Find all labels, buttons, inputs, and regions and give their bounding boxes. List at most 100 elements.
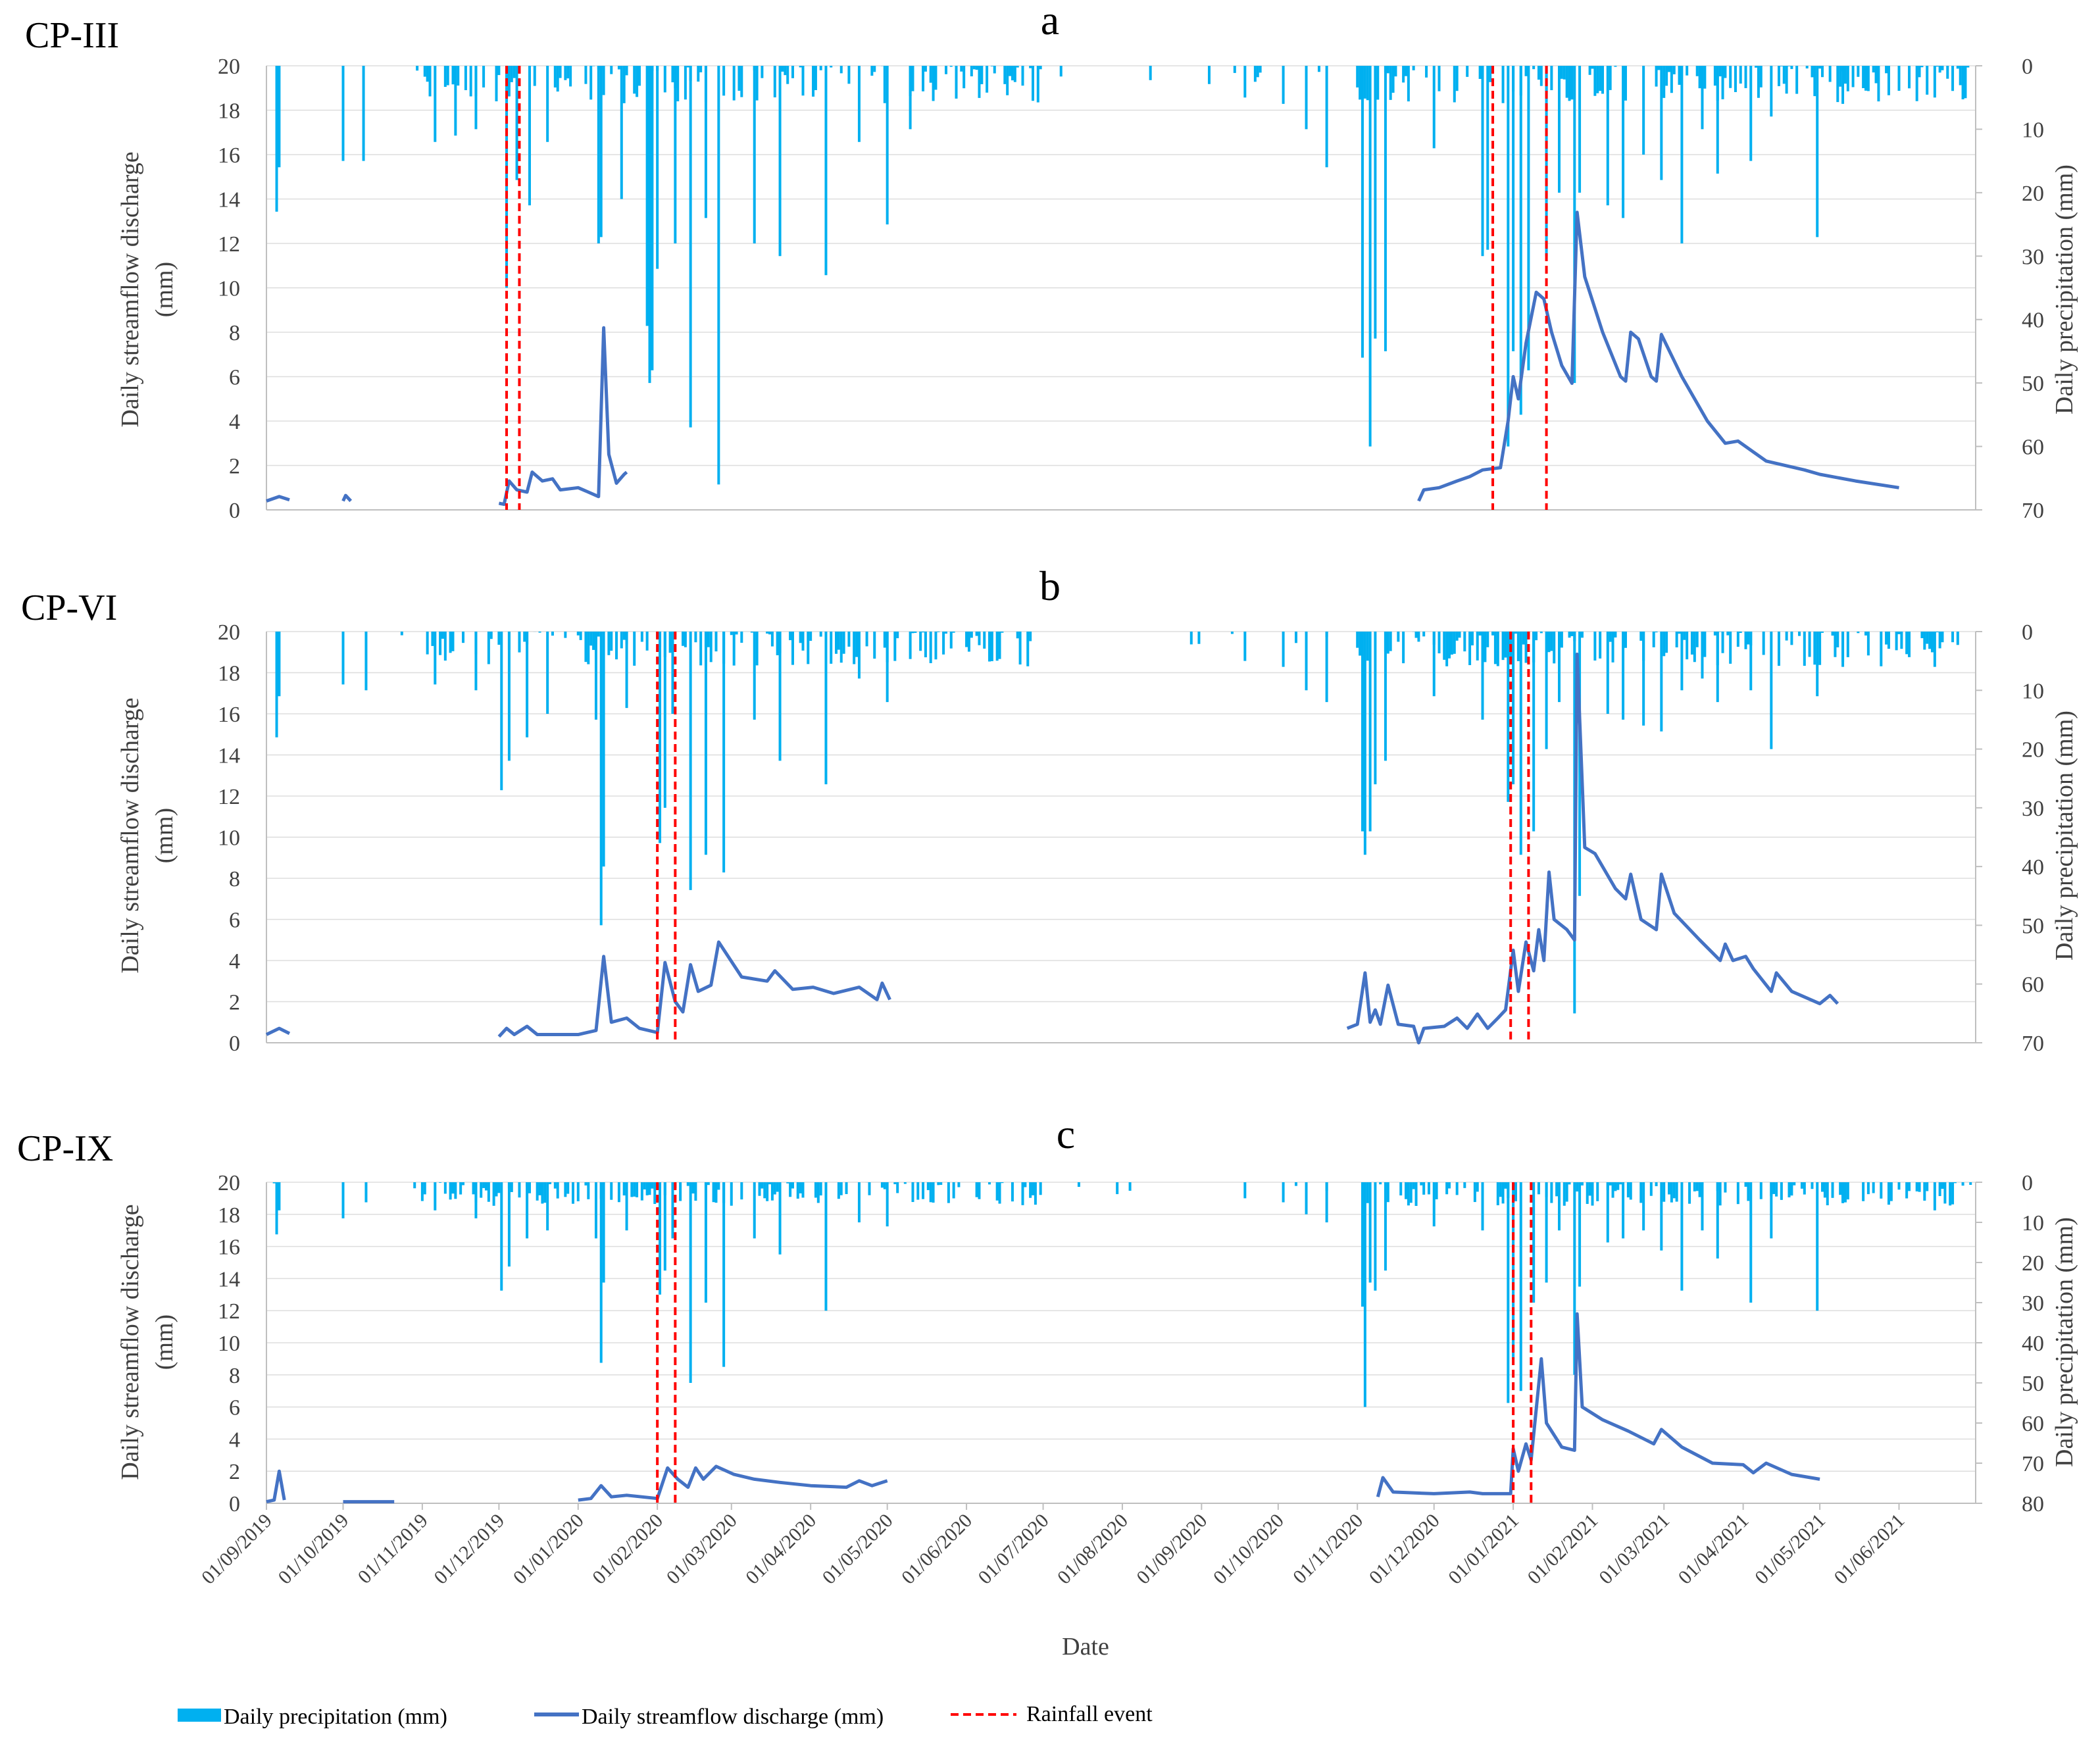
y-left-tick-label: 12	[218, 232, 240, 257]
y-right-tick-label: 50	[2022, 372, 2044, 396]
x-tick-label: 01/02/2020	[588, 1510, 667, 1589]
y-left-tick-label: 18	[218, 662, 240, 686]
y-left-tick-label: 10	[218, 277, 240, 301]
panel-b: 0 2 4 6 8 10 12 14 16 18 20 0 10 20 30 40 50 60 70 CP-VI b Da…	[21, 562, 2078, 1056]
y-left-title: Daily streamflow discharge	[116, 697, 144, 973]
y-left-title-unit: (mm)	[151, 808, 178, 863]
y-left-tick-label: 2	[229, 1460, 240, 1484]
x-tick-label: 01/03/2021	[1595, 1510, 1674, 1589]
discharge-line	[265, 1026, 291, 1036]
y-left-tick-label: 4	[229, 949, 240, 974]
site-label: CP-IX	[17, 1128, 113, 1169]
discharge-line	[578, 1464, 888, 1502]
y-left-tick-label: 18	[218, 1203, 240, 1228]
panel-c: 0 2 4 6 8 10 12 14 16 18 20 0 10 20 30 40 50 60 70 80 CP-IX c…	[17, 1111, 2078, 1516]
y-right-tick-label: 30	[2022, 245, 2044, 269]
y-right-tick-label: 10	[2022, 118, 2044, 142]
x-tick-label: 01/06/2021	[1830, 1510, 1909, 1589]
precipitation-bars	[272, 1182, 1972, 1407]
y-left-tick-label: 8	[229, 867, 240, 891]
y-left-tick-label: 6	[229, 366, 240, 390]
y-left-tick-label: 8	[229, 321, 240, 345]
y-left-tick-label: 10	[218, 826, 240, 851]
y-right-tick-label: 70	[2022, 1452, 2044, 1476]
y-right-tick-label: 50	[2022, 914, 2044, 938]
y-right-tick-label: 40	[2022, 1332, 2044, 1356]
y-right-tick-label: 10	[2022, 679, 2044, 703]
y-right-title: Daily precipitation (mm)	[2051, 1217, 2078, 1467]
y-right-tick-label: 60	[2022, 1412, 2044, 1436]
y-left-title-unit: (mm)	[151, 262, 178, 317]
precipitation-bars	[275, 66, 1970, 485]
discharge-line	[266, 1469, 286, 1504]
y-left-tick-label: 10	[218, 1332, 240, 1356]
discharge-line	[497, 940, 891, 1038]
x-tick-label: 01/11/2019	[354, 1510, 432, 1588]
y-left-tick-label: 4	[229, 410, 240, 434]
y-left-tick-label: 2	[229, 991, 240, 1015]
panel-letter: a	[1041, 0, 1059, 43]
y-right-tick-label: 0	[2022, 55, 2033, 79]
x-tick-label: 01/03/2020	[662, 1510, 741, 1589]
y-left-tick-label: 16	[218, 143, 240, 168]
x-tick-label: 01/08/2020	[1053, 1510, 1132, 1589]
y-left-tick-label: 12	[218, 785, 240, 809]
site-label: CP-VI	[21, 588, 117, 628]
discharge-line	[266, 495, 290, 503]
legend-event-label: Rainfall event	[1026, 1702, 1153, 1726]
y-right-tick-label: 60	[2022, 973, 2044, 997]
panel-letter: b	[1039, 562, 1061, 609]
y-left-tick-label: 20	[218, 55, 240, 79]
y-left-tick-label: 6	[229, 1396, 240, 1420]
x-tick-label: 01/04/2020	[741, 1510, 820, 1589]
y-left-title: Daily streamflow discharge	[116, 1204, 144, 1480]
legend-precipitation-swatch	[178, 1709, 221, 1722]
x-tick-label: 01/05/2021	[1751, 1510, 1830, 1589]
y-left-tick-label: 14	[218, 1267, 240, 1291]
precipitation-bars	[275, 632, 1959, 1014]
y-left-tick-label: 16	[218, 1236, 240, 1260]
y-right-tick-label: 20	[2022, 738, 2044, 762]
x-tick-label: 01/04/2021	[1674, 1510, 1753, 1589]
y-right-tick-label: 20	[2022, 1251, 2044, 1276]
y-left-tick-label: 0	[229, 1032, 240, 1056]
x-tick-label: 01/10/2019	[274, 1510, 353, 1589]
panel-a: 0 2 4 6 8 10 12 14 16 18 20 0 10 20 30 40 50 60 70 CP-III a D…	[25, 0, 2078, 523]
x-tick-label: 01/10/2020	[1209, 1510, 1288, 1589]
legend-precipitation-label: Daily precipitation (mm)	[224, 1705, 447, 1729]
y-left-tick-label: 2	[229, 455, 240, 479]
x-tick-label: 01/07/2020	[974, 1510, 1053, 1589]
discharge-line	[341, 493, 353, 503]
x-tick-label: 01/09/2020	[1132, 1510, 1211, 1589]
discharge-line	[1376, 1312, 1820, 1497]
y-left-tick-label: 14	[218, 188, 240, 213]
y-right-tick-label: 30	[2022, 1291, 2044, 1316]
y-left-tick-label: 6	[229, 909, 240, 933]
site-label: CP-III	[25, 15, 119, 56]
y-right-tick-label: 20	[2022, 182, 2044, 206]
y-right-tick-label: 60	[2022, 436, 2044, 460]
x-tick-label: 01/01/2020	[509, 1510, 588, 1589]
y-right-tick-label: 40	[2022, 855, 2044, 880]
y-left-tick-label: 14	[218, 744, 240, 768]
discharge-line	[1417, 211, 1899, 502]
y-left-tick-label: 20	[218, 620, 240, 645]
y-right-tick-label: 0	[2022, 1171, 2033, 1195]
legend-discharge-label: Daily streamflow discharge (mm)	[582, 1705, 884, 1729]
y-left-tick-label: 16	[218, 703, 240, 727]
y-left-tick-label: 0	[229, 1492, 240, 1516]
y-left-tick-label: 12	[218, 1299, 240, 1324]
y-left-tick-label: 8	[229, 1364, 240, 1388]
y-right-tick-label: 0	[2022, 620, 2033, 645]
y-right-title: Daily precipitation (mm)	[2051, 711, 2078, 961]
y-right-tick-label: 40	[2022, 309, 2044, 333]
panel-letter: c	[1057, 1111, 1075, 1157]
y-right-tick-label: 50	[2022, 1372, 2044, 1396]
y-right-tick-label: 30	[2022, 797, 2044, 821]
y-left-title-unit: (mm)	[151, 1314, 178, 1370]
y-left-tick-label: 20	[218, 1171, 240, 1195]
y-left-title: Daily streamflow discharge	[116, 151, 144, 427]
y-right-tick-label: 70	[2022, 1032, 2044, 1056]
